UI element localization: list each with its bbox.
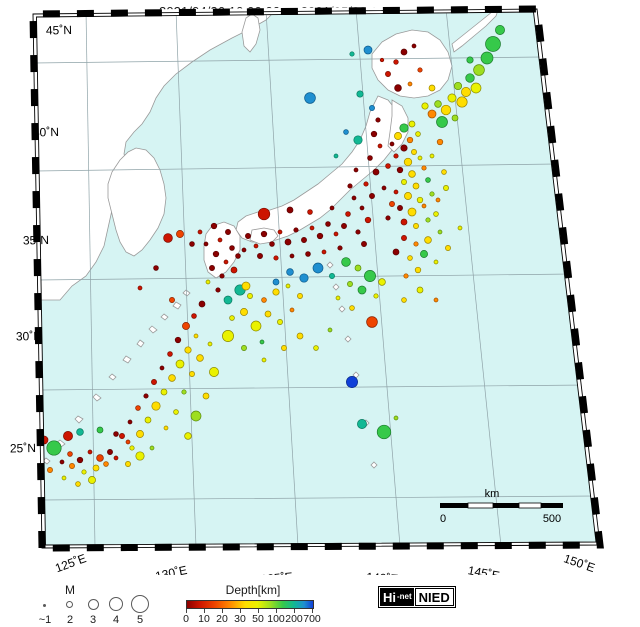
lat-label-40: 40˚N [33,125,59,140]
lon-label-140: 140˚E [366,570,399,575]
depth-legend-title: Depth[km] [225,583,281,597]
depth-label-200: 200 [285,613,303,625]
longitude-labels: 125˚E 130˚E 135˚E 140˚E 145˚E 150˚E [53,551,597,575]
lon-label-135: 135˚E [260,570,293,575]
magnitude-legend-title: M [65,583,75,597]
map-canvas[interactable]: km 0 500 45˚N 40˚N 35˚N 30˚N 25˚N 125˚E [0,0,640,575]
lon-label-145: 145˚E [467,563,501,575]
magnitude-legend: M ~1 2 3 4 5 [18,583,168,626]
scalebar-end-label: 500 [543,513,561,525]
latitude-labels: 45˚N 40˚N 35˚N 30˚N 25˚N [10,23,72,456]
landmass-layer [33,9,499,469]
lat-label-25: 25˚N [10,441,36,456]
logo-hinet: Hi -net [380,588,414,606]
hinet-nied-logo: Hi -net NIED [378,586,456,608]
depth-colorbar-labels: 0 10 20 30 50 100 200 700 [180,613,330,627]
depth-label-10: 10 [198,613,210,625]
lon-label-150: 150˚E [562,551,597,575]
scalebar-unit-label: km [485,488,500,500]
depth-label-50: 50 [252,613,264,625]
magnitude-label-3: 3 [89,614,97,626]
magnitude-symbol-4 [109,597,123,611]
magnitude-symbol-2 [66,601,73,608]
scale-bar: km 0 500 [440,488,563,525]
logo-hinet-primary: Hi [383,589,396,605]
lon-label-125: 125˚E [53,551,88,575]
lat-label-30: 30˚N [16,329,42,344]
lat-label-35: 35˚N [23,233,49,248]
seismicity-map[interactable]: km 0 500 45˚N 40˚N 35˚N 30˚N 25˚N 125˚E [0,0,640,575]
logo-hinet-suffix: -net [397,592,412,601]
magnitude-symbol-1 [43,604,46,607]
magnitude-symbol-5 [131,595,149,613]
lat-label-45: 45˚N [46,23,72,38]
depth-colorbar [186,600,314,609]
magnitude-label-5: 5 [136,614,144,626]
depth-label-20: 20 [216,613,228,625]
magnitude-symbol-3 [88,599,99,610]
magnitude-label-2: 2 [66,614,74,626]
lon-label-130: 130˚E [154,563,188,575]
logo-nied: NIED [414,588,454,606]
map-frame [29,5,604,552]
depth-label-100: 100 [267,613,285,625]
scalebar-start-label: 0 [440,513,446,525]
magnitude-label-4: 4 [112,614,120,626]
depth-label-0: 0 [183,613,189,625]
depth-legend: Depth[km] 0 10 20 30 50 100 200 700 [180,583,330,626]
depth-label-700: 700 [303,613,321,625]
epicenter-layer [39,25,505,487]
depth-colorbar-ticks [186,609,314,614]
magnitude-label-1: ~1 [38,614,52,626]
depth-label-30: 30 [234,613,246,625]
